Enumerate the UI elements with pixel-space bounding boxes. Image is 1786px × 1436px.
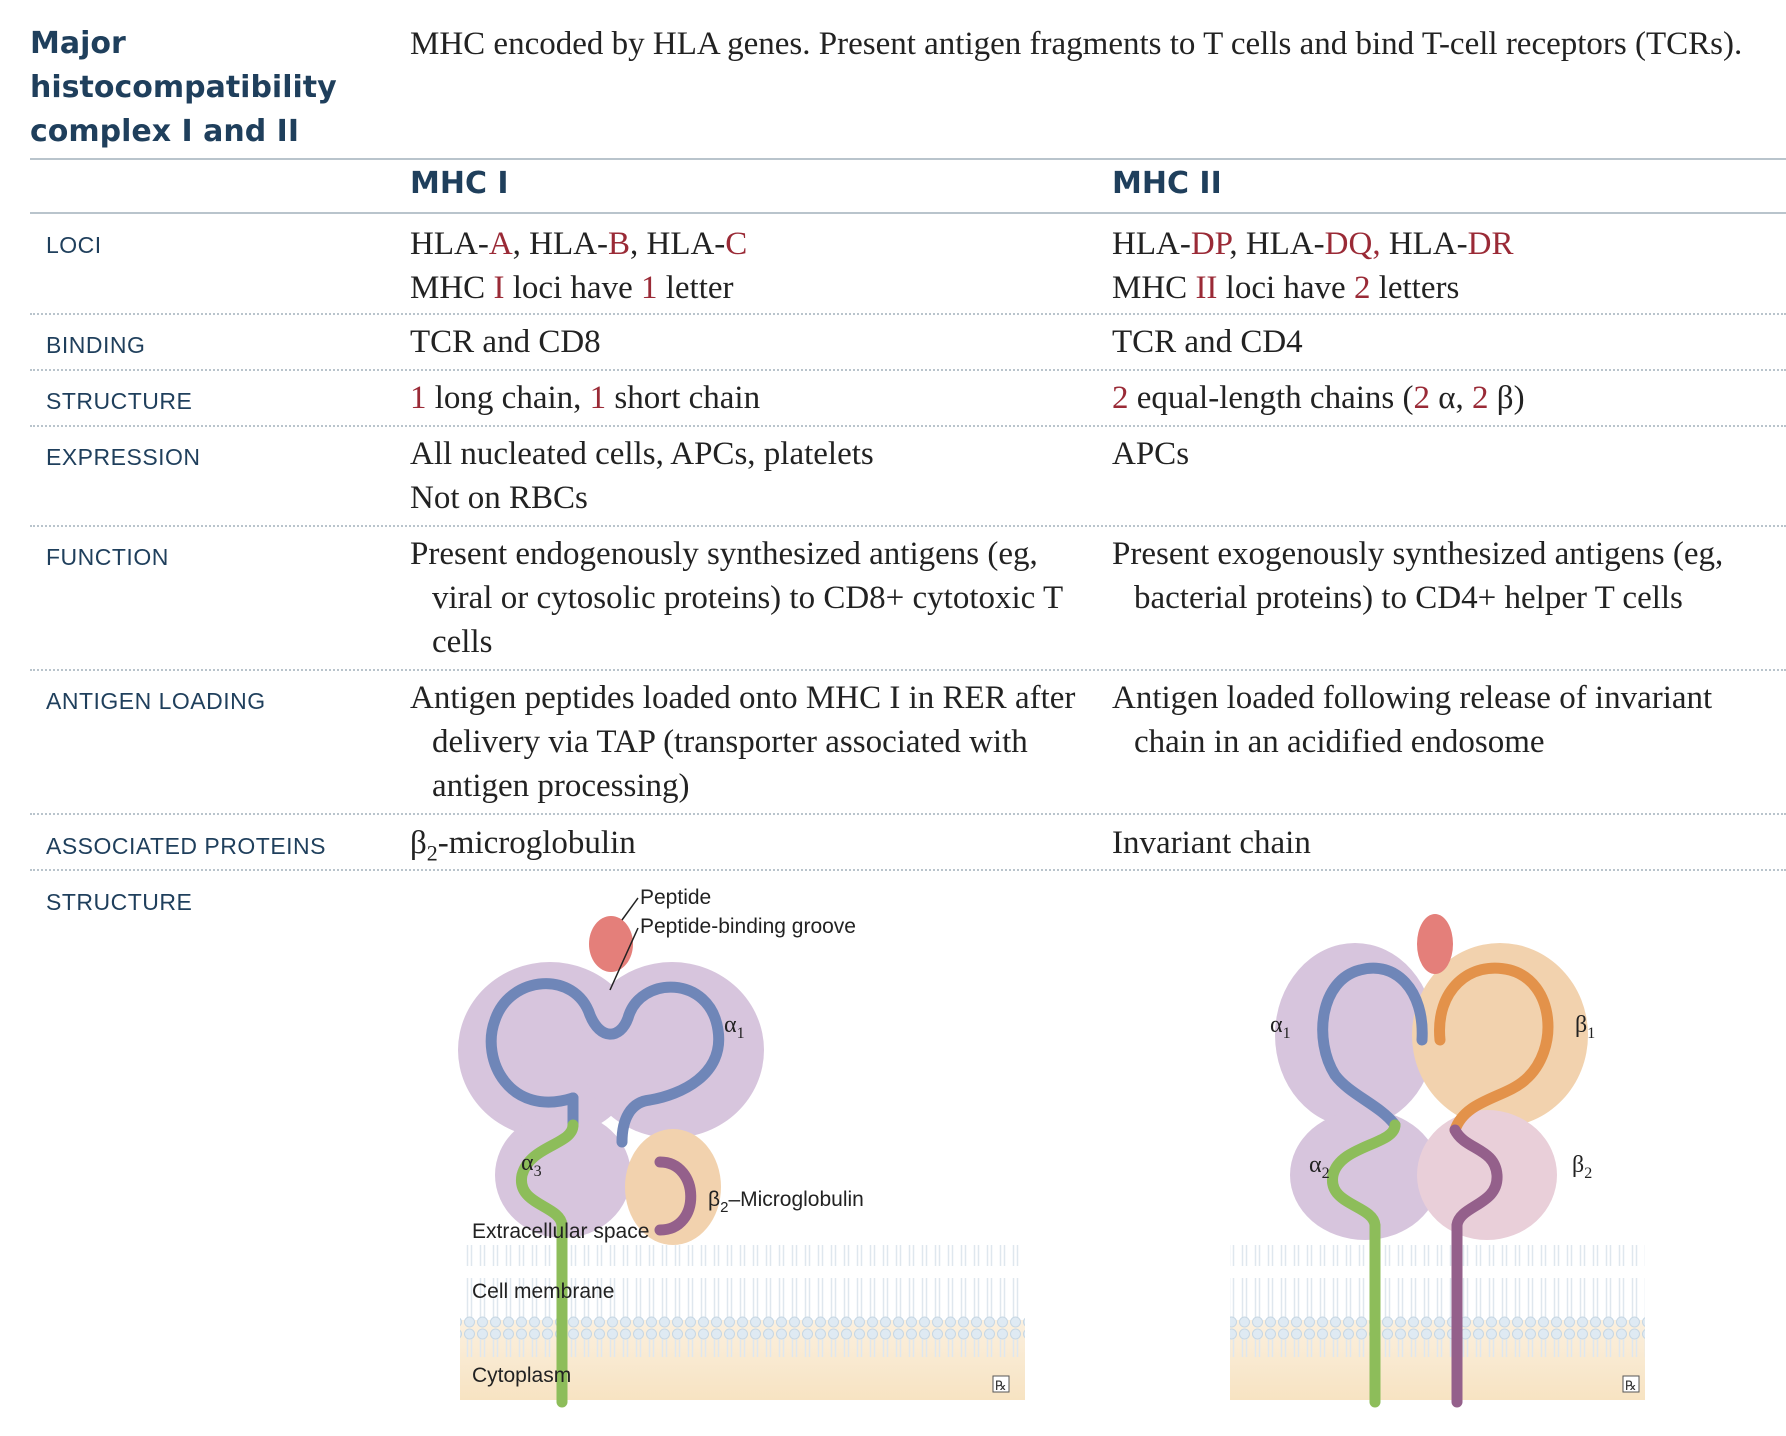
logo-mark: ℞ bbox=[1625, 1379, 1637, 1394]
row-divider bbox=[30, 669, 1786, 671]
expression-mhc2-line: APCs bbox=[1112, 436, 1190, 472]
row-label-loci: LOCI bbox=[46, 232, 102, 258]
alpha1-domain bbox=[580, 962, 764, 1138]
loci-mhc1-line: MHC I loci have 1 letter bbox=[410, 270, 734, 306]
row-divider bbox=[30, 525, 1786, 527]
section-title: Major histocompatibility complex I and I… bbox=[30, 22, 360, 154]
binding-mhc2-cell: TCR and CD4 bbox=[1112, 324, 1303, 360]
loci-mhc2-cell: HLA-DP, HLA-DQ, HLA-DR MHC II loci have … bbox=[1112, 222, 1772, 310]
row-label-structure-diagram: STRUCTURE bbox=[46, 889, 193, 915]
peptide bbox=[589, 916, 633, 972]
binding-mhc1-cell: TCR and CD8 bbox=[410, 324, 601, 360]
loci-mhc1-line: HLA-A, HLA-B, HLA-C bbox=[410, 226, 748, 262]
mhc1-alpha1-chain bbox=[485, 978, 725, 1148]
alpha2-domain bbox=[1290, 1110, 1440, 1240]
function-mhc1-cell: Present endogenously synthesized antigen… bbox=[410, 532, 1080, 664]
mhc1-diagram-svg: Peptide Peptide-binding groove α2 α1 α3 … bbox=[458, 886, 1025, 1408]
b2m-domain bbox=[625, 1129, 721, 1245]
beta2-domain bbox=[1417, 1110, 1557, 1240]
antigen-loading-mhc1-text: Antigen peptides loaded onto MHC I in RE… bbox=[410, 680, 1076, 804]
cytoplasm-label: Cytoplasm bbox=[472, 1364, 571, 1387]
antigen-loading-mhc2-cell: Antigen loaded following release of inva… bbox=[1112, 676, 1772, 764]
logo-mark: ℞ bbox=[995, 1379, 1007, 1394]
groove-leader bbox=[609, 927, 639, 991]
membrane-label: Cell membrane bbox=[472, 1280, 614, 1303]
row-label-structure: STRUCTURE bbox=[46, 388, 193, 414]
peptide-leader bbox=[621, 897, 639, 921]
row-label-associated-proteins: ASSOCIATED PROTEINS bbox=[46, 833, 327, 859]
expression-mhc1-line: All nucleated cells, APCs, platelets bbox=[410, 436, 874, 472]
function-mhc2-text: Present exogenously synthesized antigens… bbox=[1112, 536, 1724, 616]
row-label-function: FUNCTION bbox=[46, 544, 169, 570]
mhc2-beta1-chain bbox=[1434, 962, 1554, 1136]
beta1-label: β1 bbox=[1575, 1012, 1595, 1042]
row-label-antigen-loading: ANTIGEN LOADING bbox=[46, 688, 266, 714]
row-divider bbox=[30, 313, 1786, 315]
peptide bbox=[1417, 914, 1453, 974]
expression-mhc1-cell: All nucleated cells, APCs, platelets Not… bbox=[410, 432, 1080, 520]
alpha1-label: α1 bbox=[1270, 1012, 1291, 1042]
row-divider bbox=[30, 869, 1786, 871]
row-label-expression: EXPRESSION bbox=[46, 444, 201, 470]
section-title-line: Major bbox=[30, 26, 126, 61]
cell-membrane bbox=[460, 1245, 1025, 1357]
function-mhc1-text: Present endogenously synthesized antigen… bbox=[410, 536, 1063, 660]
alpha1-domain bbox=[1275, 943, 1435, 1127]
antigen-loading-mhc1-cell: Antigen peptides loaded onto MHC I in RE… bbox=[410, 676, 1080, 808]
intro-text: MHC encoded by HLA genes. Present antige… bbox=[410, 26, 1743, 62]
row-divider bbox=[30, 813, 1786, 815]
column-header-divider bbox=[30, 212, 1786, 214]
alpha3-label: α3 bbox=[521, 1150, 542, 1180]
b2m-label: β2–Microglobulin bbox=[708, 1188, 864, 1216]
expression-mhc2-cell: APCs bbox=[1112, 432, 1772, 476]
mhc2-beta2-chain bbox=[1449, 1124, 1503, 1408]
logo-badge bbox=[1622, 1375, 1640, 1393]
structure-mhc1-cell: 1 long chain, 1 short chain bbox=[410, 380, 761, 416]
row-divider bbox=[30, 425, 1786, 427]
b2m-chain bbox=[654, 1156, 697, 1236]
loci-mhc2-line: HLA-DP, HLA-DQ, HLA-DR bbox=[1112, 226, 1514, 262]
associated-proteins-mhc1-cell: β2-microglobulin bbox=[410, 825, 636, 866]
associated-proteins-mhc2-cell: Invariant chain bbox=[1112, 825, 1311, 861]
extracellular-label: Extracellular space bbox=[472, 1220, 649, 1243]
logo-badge bbox=[992, 1375, 1010, 1393]
beta2-label: β2 bbox=[1572, 1152, 1592, 1182]
row-label-binding: BINDING bbox=[46, 332, 146, 358]
mhc2-structure-diagram: α1 β1 α2 β2 ℞ bbox=[1225, 880, 1655, 1410]
mhc2-alpha1-chain bbox=[1317, 962, 1428, 1131]
mhc2-diagram-svg: α1 β1 α2 β2 ℞ bbox=[1230, 914, 1645, 1408]
alpha2-label: α2 bbox=[1309, 1152, 1330, 1182]
antigen-loading-mhc2-text: Antigen loaded following release of inva… bbox=[1112, 680, 1713, 760]
mhc1-alpha3-chain bbox=[516, 1119, 579, 1408]
expression-mhc1-line: Not on RBCs bbox=[410, 480, 588, 516]
structure-mhc2-cell: 2 equal-length chains (2 α, 2 β) bbox=[1112, 380, 1525, 416]
section-title-line: complex I and II bbox=[30, 114, 300, 149]
loci-mhc2-line: MHC II loci have 2 letters bbox=[1112, 270, 1460, 306]
mhc2-alpha2-chain bbox=[1327, 1119, 1401, 1408]
header-divider bbox=[30, 158, 1786, 160]
alpha3-domain bbox=[495, 1112, 631, 1238]
section-title-line: histocompatibility bbox=[30, 70, 337, 105]
cell-membrane bbox=[1230, 1245, 1645, 1357]
column-header-mhc1: MHC I bbox=[410, 166, 509, 201]
groove-label: Peptide-binding groove bbox=[640, 915, 856, 938]
column-header-mhc2: MHC II bbox=[1112, 166, 1222, 201]
loci-mhc1-cell: HLA-A, HLA-B, HLA-C MHC I loci have 1 le… bbox=[410, 222, 1080, 310]
row-divider bbox=[30, 369, 1786, 371]
function-mhc2-cell: Present exogenously synthesized antigens… bbox=[1112, 532, 1772, 620]
mhc1-structure-diagram: Peptide Peptide-binding groove α2 α1 α3 … bbox=[450, 880, 1030, 1410]
alpha1-label: α1 bbox=[724, 1012, 745, 1042]
peptide-label: Peptide bbox=[640, 886, 711, 909]
